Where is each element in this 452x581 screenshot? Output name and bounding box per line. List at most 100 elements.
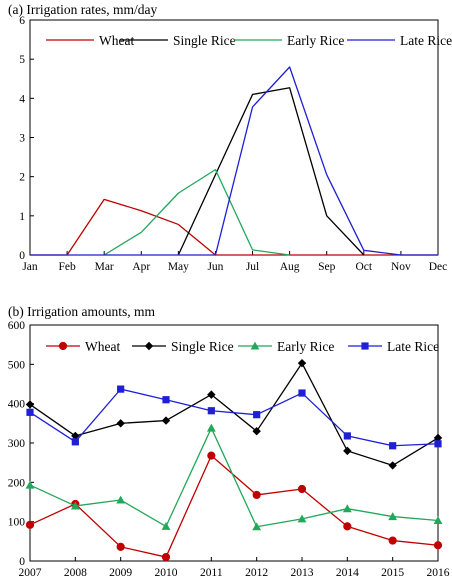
y-tick-label: 6 <box>19 15 25 27</box>
panel-b-plot: 0 100 200 300 400 500 600 2007 2008 2009 2010 2011 2… <box>8 320 450 579</box>
legend-label-late-rice: Late Rice <box>387 339 439 354</box>
legend-label-late-rice: Late Rice <box>400 33 452 48</box>
legend: Wheat Single Rice Early Rice Late Rice <box>46 339 439 354</box>
x-tick-label: Sep <box>318 261 336 273</box>
data-point-wheat <box>207 451 216 460</box>
data-point-early-rice <box>25 480 35 489</box>
data-point-early-rice <box>70 501 80 510</box>
data-point-late-rice <box>117 385 125 393</box>
legend-marker-late-rice <box>361 342 369 350</box>
panel-b-irrigation-amounts: (b) Irrigation amounts, mm 0 100 200 300 400… <box>8 304 450 579</box>
panel-a-irrigation-rates: (a) Irrigation rates, mm/day 0 1 2 3 4 5 6 Jan F… <box>8 2 452 273</box>
x-tick-label: Jan <box>22 261 38 273</box>
data-point-early-rice <box>116 495 126 504</box>
data-point-late-rice <box>162 396 170 404</box>
data-point-wheat <box>25 520 35 529</box>
legend-label-wheat: Wheat <box>99 33 134 48</box>
x-tick-label: Mar <box>95 261 114 273</box>
series-wheat <box>25 451 443 562</box>
x-tick-label: Jul <box>246 261 259 273</box>
x-tick-label: Apr <box>132 261 150 273</box>
data-point-wheat <box>252 490 261 500</box>
data-point-early-rice <box>161 521 171 530</box>
series-line-early-rice <box>103 168 290 256</box>
y-tick-label: 400 <box>8 399 26 411</box>
y-tick-label: 4 <box>19 93 25 105</box>
data-point-early-rice <box>388 512 398 521</box>
x-tick-label: Aug <box>280 261 300 273</box>
y-tick-label: 100 <box>8 517 26 529</box>
series-single-rice <box>177 87 365 256</box>
x-tick-label: 2007 <box>19 567 42 579</box>
series-wheat <box>30 198 438 256</box>
data-point-single-rice <box>116 419 125 428</box>
x-tick-label: May <box>168 261 189 273</box>
series-line-wheat <box>29 454 439 558</box>
data-point-wheat <box>116 542 125 551</box>
y-tick-label: 500 <box>8 359 26 371</box>
x-tick-label: 2009 <box>109 567 132 579</box>
series-line-wheat <box>30 198 438 256</box>
series-line-early-rice <box>29 427 439 528</box>
series-late-rice <box>26 385 442 450</box>
data-point-single-rice <box>388 461 397 470</box>
legend-marker-early-rice <box>250 341 260 350</box>
data-point-early-rice <box>342 504 352 513</box>
panel-b-title: (b) Irrigation amounts, mm <box>8 304 155 319</box>
data-point-wheat <box>433 541 443 550</box>
data-point-single-rice <box>433 433 443 443</box>
data-point-late-rice <box>389 442 397 450</box>
x-tick-label: 2011 <box>200 567 223 579</box>
legend-label-single-rice: Single Rice <box>173 33 236 48</box>
x-tick-label: 2014 <box>336 567 359 579</box>
legend: Wheat Single Rice Early Rice Late Rice <box>46 33 452 48</box>
data-point-late-rice <box>434 440 442 448</box>
y-tick-label: 0 <box>19 556 25 568</box>
legend-label-early-rice: Early Rice <box>277 339 334 354</box>
data-point-wheat <box>343 522 352 531</box>
series-early-rice <box>25 423 443 531</box>
data-point-single-rice <box>252 427 261 436</box>
data-point-single-rice <box>161 416 171 425</box>
plot-frame <box>29 324 439 562</box>
data-point-wheat <box>297 484 307 494</box>
legend-label-single-rice: Single Rice <box>171 339 234 354</box>
data-point-wheat <box>388 536 397 545</box>
x-tick-label: 2015 <box>381 567 404 579</box>
panel-a-title: (a) Irrigation rates, mm/day <box>8 2 157 17</box>
data-point-early-rice <box>206 423 216 432</box>
x-tick-label: Dec <box>429 261 448 273</box>
legend-label-early-rice: Early Rice <box>287 33 344 48</box>
y-tick-label: 2 <box>19 172 25 184</box>
series-single-rice <box>25 358 443 470</box>
data-point-late-rice <box>298 389 306 397</box>
data-point-wheat <box>161 552 171 562</box>
y-tick-label: 300 <box>8 438 26 450</box>
data-point-single-rice <box>25 400 35 409</box>
legend-label-wheat: Wheat <box>85 339 120 354</box>
x-tick-label: 2013 <box>291 567 314 579</box>
data-point-late-rice <box>207 407 215 415</box>
series-line-late-rice <box>30 66 438 256</box>
data-point-late-rice <box>26 408 34 416</box>
series-line-single-rice <box>29 362 439 467</box>
data-point-late-rice <box>71 438 79 446</box>
x-tick-label: 2016 <box>427 567 450 579</box>
y-tick-label: 1 <box>19 211 25 223</box>
series-line-single-rice <box>177 87 365 256</box>
y-tick-label: 600 <box>8 320 26 332</box>
legend-marker-wheat <box>58 341 68 351</box>
x-tick-label: 2008 <box>64 567 87 579</box>
series-late-rice <box>30 66 438 256</box>
y-tick-label: 0 <box>19 250 25 262</box>
legend-marker-single-rice <box>144 341 154 351</box>
x-tick-label: 2010 <box>155 567 178 579</box>
y-tick-label: 5 <box>19 54 25 66</box>
data-point-early-rice <box>252 522 262 531</box>
series-line-late-rice <box>29 388 439 447</box>
data-point-late-rice <box>343 432 351 440</box>
data-point-single-rice <box>343 446 352 456</box>
data-point-single-rice <box>297 358 307 368</box>
data-point-early-rice <box>433 516 443 525</box>
